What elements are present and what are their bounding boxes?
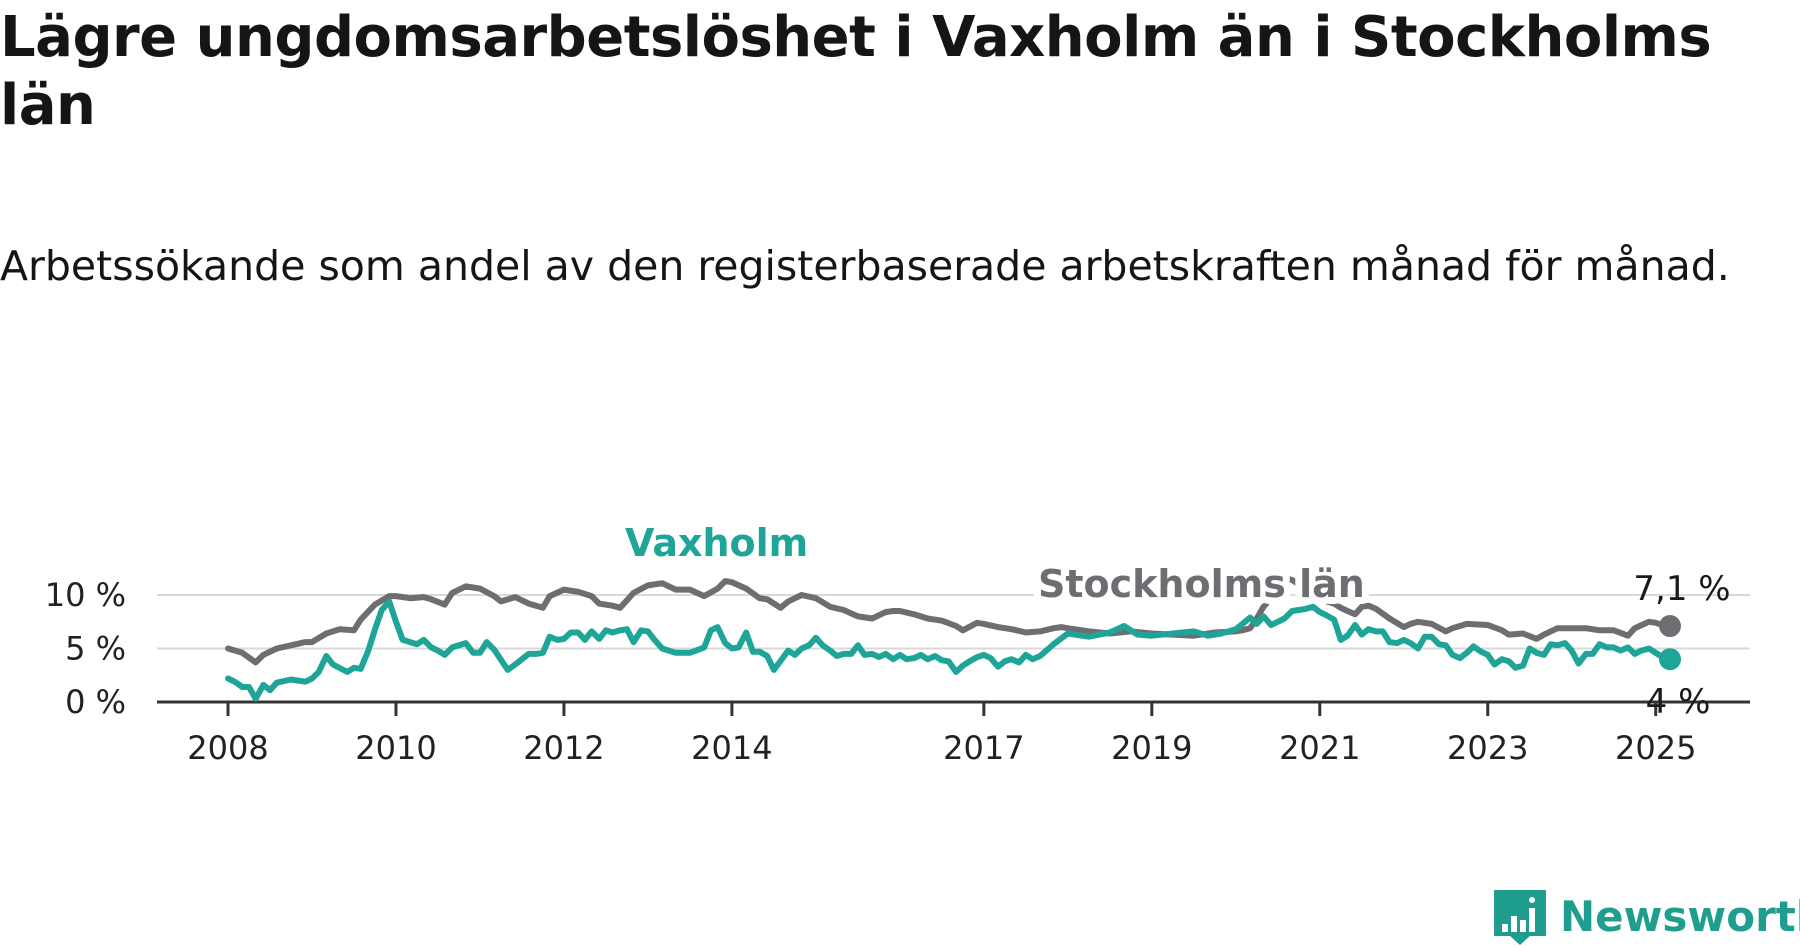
x-tick-label: 2008	[187, 729, 268, 767]
x-tick-label: 2012	[523, 729, 604, 767]
chart-title: Lägre ungdomsarbetslöshet i Vaxholm än i…	[0, 5, 1712, 138]
y-axis-ticks: 0 % 5 % 10 %	[45, 576, 126, 721]
series-label-vaxholm: Vaxholm	[625, 521, 808, 565]
series-line-vaxholm	[225, 598, 1673, 702]
series-end-marker	[1659, 615, 1681, 638]
end-label-stockholms-lan: 7,1 %	[1633, 569, 1730, 609]
y-tick-label: 10 %	[45, 576, 126, 614]
x-tick-label: 2025	[1615, 729, 1696, 767]
series-labels: 7,1 % 4 % Vaxholm Stockholms län	[620, 516, 1731, 722]
x-tick-label: 2019	[1111, 729, 1192, 767]
y-tick-label: 5 %	[65, 630, 126, 668]
x-tick-label: 2021	[1279, 729, 1360, 767]
x-axis: 2008 2010 2012 2014 2017 2019 2021 2023 2025	[157, 700, 1750, 767]
end-label-vaxholm: 4 %	[1646, 682, 1711, 722]
y-tick-label: 0 %	[65, 683, 126, 721]
newsworthy-logo: Newsworthy	[1492, 888, 1800, 946]
x-tick-label: 2017	[943, 729, 1024, 767]
series-lines	[225, 574, 1681, 702]
series-label-stockholms-lan: Stockholms län	[1038, 562, 1365, 606]
x-tick-label: 2023	[1447, 729, 1528, 767]
chart-subtitle: Arbetssökande som andel av den registerb…	[0, 242, 1730, 290]
x-tick-label: 2014	[691, 729, 772, 767]
series-line-stockholms-län	[225, 574, 1673, 666]
bar-chart-bubble-icon	[1494, 890, 1546, 945]
series-end-marker	[1659, 648, 1681, 671]
x-tick-label: 2010	[355, 729, 436, 767]
brand-name: Newsworthy	[1560, 892, 1800, 941]
line-chart: 0 %5 %10 % 2008 2010 2012 2014 2017 2019 2021 2…	[44, 516, 1750, 767]
